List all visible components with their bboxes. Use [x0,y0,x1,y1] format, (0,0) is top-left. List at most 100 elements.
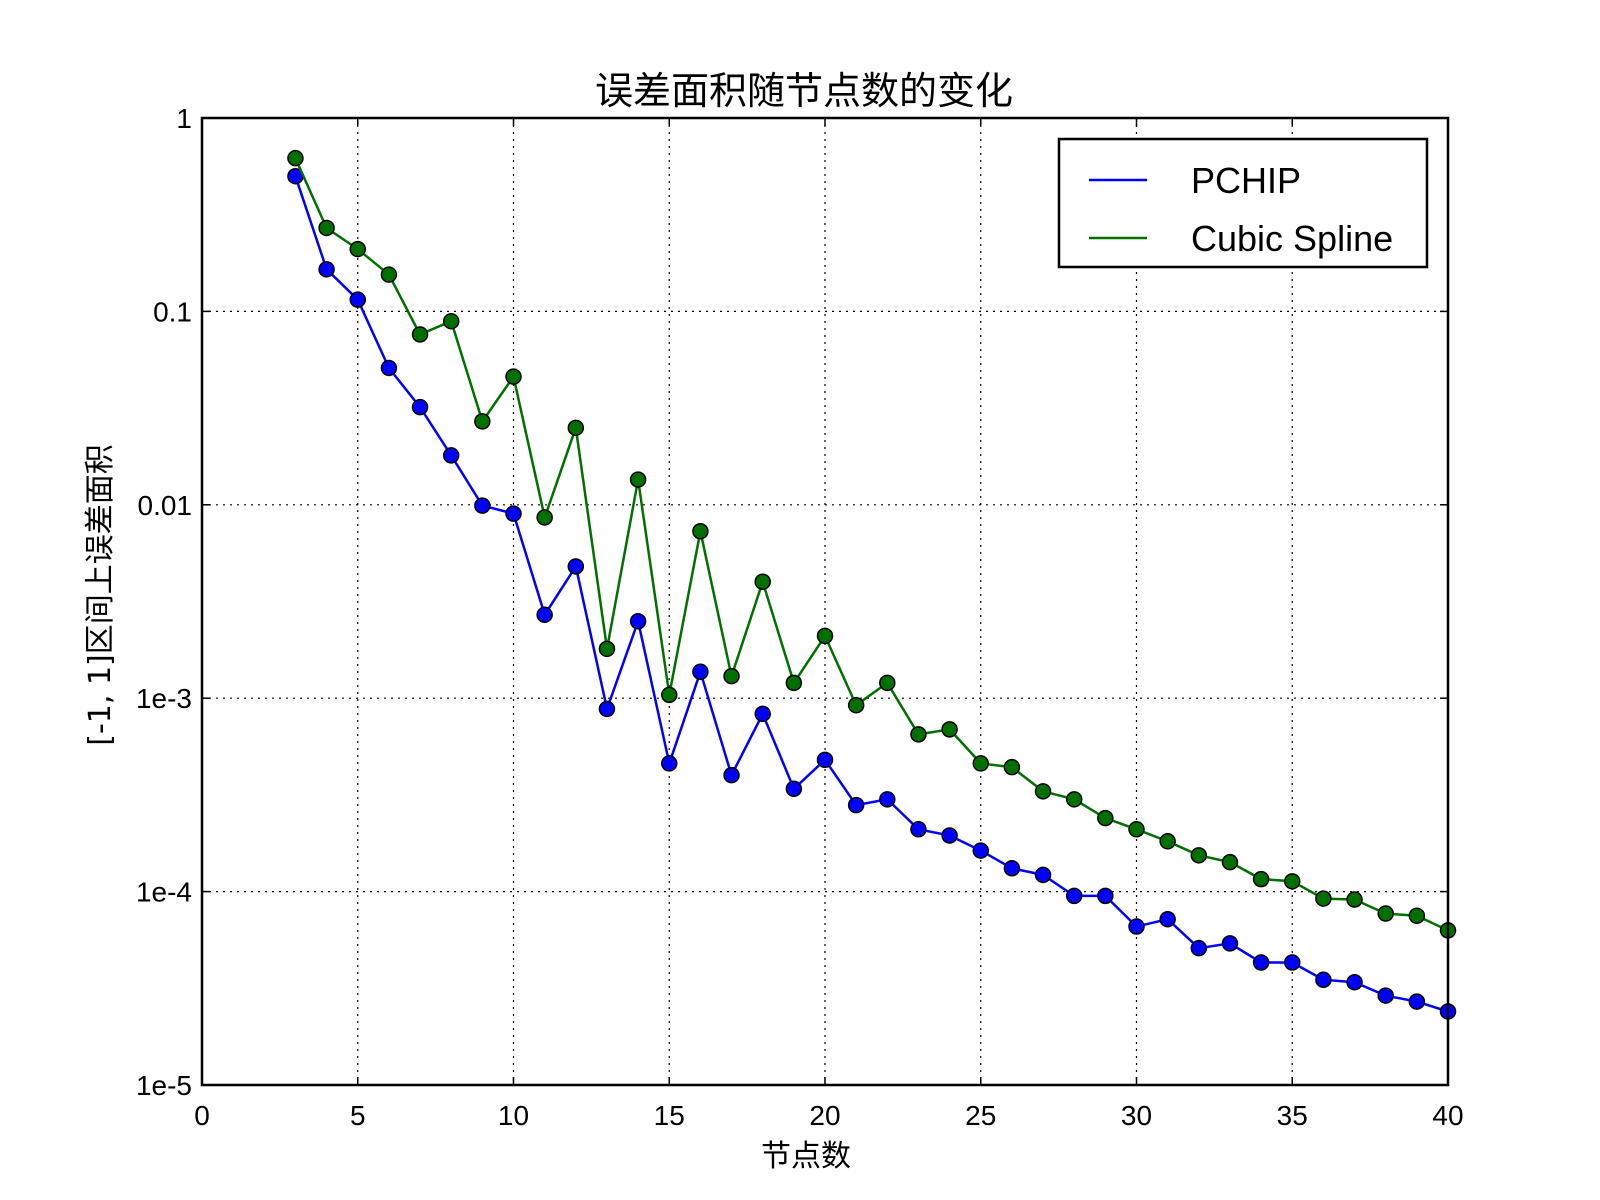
data-point-cubic-spline [1408,907,1426,925]
data-point-cubic-spline [1128,821,1145,838]
series-line-pchip [294,175,1449,1013]
data-point-pchip [629,612,647,630]
data-point-cubic-spline [411,326,429,343]
y-tick-label: 1e-4 [136,877,192,908]
data-point-cubic-spline [629,471,647,488]
data-point-cubic-spline [505,368,522,385]
chart-title: 误差面积随节点数的变化 [595,69,1013,113]
data-point-pchip [723,766,740,784]
data-point-pchip [692,663,709,681]
data-point-cubic-spline [941,721,958,738]
data-point-cubic-spline [910,726,927,743]
data-point-pchip [910,821,927,838]
data-point-pchip [1284,954,1301,971]
x-axis-label: 节点数 [761,1139,851,1174]
data-point-cubic-spline [1097,809,1114,827]
data-point-pchip [1252,954,1270,971]
data-point-pchip [941,827,958,844]
data-point-cubic-spline [474,413,491,430]
y-tick-label: 0.1 [153,296,192,327]
data-point-pchip [411,398,429,416]
x-tick-label: 10 [498,1100,529,1131]
data-point-pchip [785,780,803,798]
data-point-cubic-spline [692,522,709,540]
plot-series [287,149,1457,1020]
data-point-pchip [505,505,522,522]
data-point-cubic-spline [598,640,616,658]
y-tick-label: 0.01 [138,490,193,521]
data-point-cubic-spline [349,240,366,258]
data-point-cubic-spline [816,627,834,645]
data-point-cubic-spline [1377,905,1394,922]
x-tick-label: 35 [1277,1100,1308,1131]
data-point-cubic-spline [536,509,553,526]
data-point-pchip [1065,887,1083,905]
series-cubic-spline [287,149,1457,939]
data-point-cubic-spline [1221,853,1239,871]
data-point-cubic-spline [785,674,803,692]
x-tick-label: 5 [350,1100,366,1131]
data-point-cubic-spline [1315,890,1332,907]
data-point-cubic-spline [1159,833,1176,850]
data-point-pchip [754,705,771,723]
data-point-pchip [816,751,834,769]
data-point-pchip [1034,866,1052,884]
legend: PCHIP Cubic Spline [1057,137,1429,269]
data-point-pchip [567,558,585,575]
data-point-cubic-spline [318,219,335,237]
data-point-pchip [598,700,616,718]
x-tick-label: 0 [194,1100,210,1131]
data-point-cubic-spline [972,755,989,772]
data-point-pchip [1159,910,1176,928]
legend-label-cubic-spline: Cubic Spline [1191,218,1393,259]
data-point-pchip [847,796,865,814]
x-tick-label: 25 [965,1100,996,1131]
data-point-pchip [380,359,398,377]
data-point-cubic-spline [567,419,585,437]
data-point-pchip [1315,971,1332,989]
data-point-cubic-spline [723,667,740,685]
data-point-pchip [1221,935,1239,952]
data-point-pchip [474,497,491,514]
data-point-pchip [1346,973,1363,991]
y-tick-label: 1e-5 [136,1070,192,1101]
data-point-pchip [349,291,366,308]
axis-ticks: 0 5 10 15 20 25 30 35 40 1e-5 1e-4 1e-3 0.01 0.1 1 [136,103,1464,1131]
data-point-pchip [318,261,335,278]
data-point-cubic-spline [1252,870,1270,888]
data-point-pchip [661,755,678,772]
data-point-pchip [1408,993,1426,1010]
data-point-cubic-spline [442,312,460,330]
data-point-cubic-spline [1003,758,1021,776]
legend-label-pchip: PCHIP [1191,160,1301,201]
data-point-cubic-spline [1346,891,1363,908]
data-point-cubic-spline [879,674,896,692]
data-point-cubic-spline [1190,847,1208,864]
x-tick-label: 20 [809,1100,840,1131]
data-point-cubic-spline [1284,873,1301,890]
y-tick-label: 1e-3 [136,683,192,714]
data-point-pchip [879,791,896,808]
data-point-cubic-spline [1034,783,1052,800]
data-point-pchip [1190,939,1208,957]
data-point-cubic-spline [287,149,304,167]
data-point-cubic-spline [380,266,398,283]
y-tick-label: 1 [176,103,192,134]
x-tick-label: 15 [654,1100,685,1131]
data-point-pchip [1128,918,1145,935]
plot-frame [200,116,1450,1087]
data-point-pchip [536,606,553,624]
data-point-cubic-spline [661,686,678,704]
data-point-pchip [1097,887,1114,905]
data-point-pchip [1377,987,1394,1004]
data-point-pchip [1003,860,1021,877]
data-point-cubic-spline [754,573,771,591]
x-tick-label: 40 [1432,1100,1463,1131]
data-point-pchip [972,842,989,859]
data-point-cubic-spline [1065,791,1083,808]
series-line-cubic-spline [294,157,1449,932]
data-point-cubic-spline [847,696,865,714]
legend-box [1057,137,1429,269]
y-axis-label: [-1, 1]区间上误差面积 [83,444,118,745]
